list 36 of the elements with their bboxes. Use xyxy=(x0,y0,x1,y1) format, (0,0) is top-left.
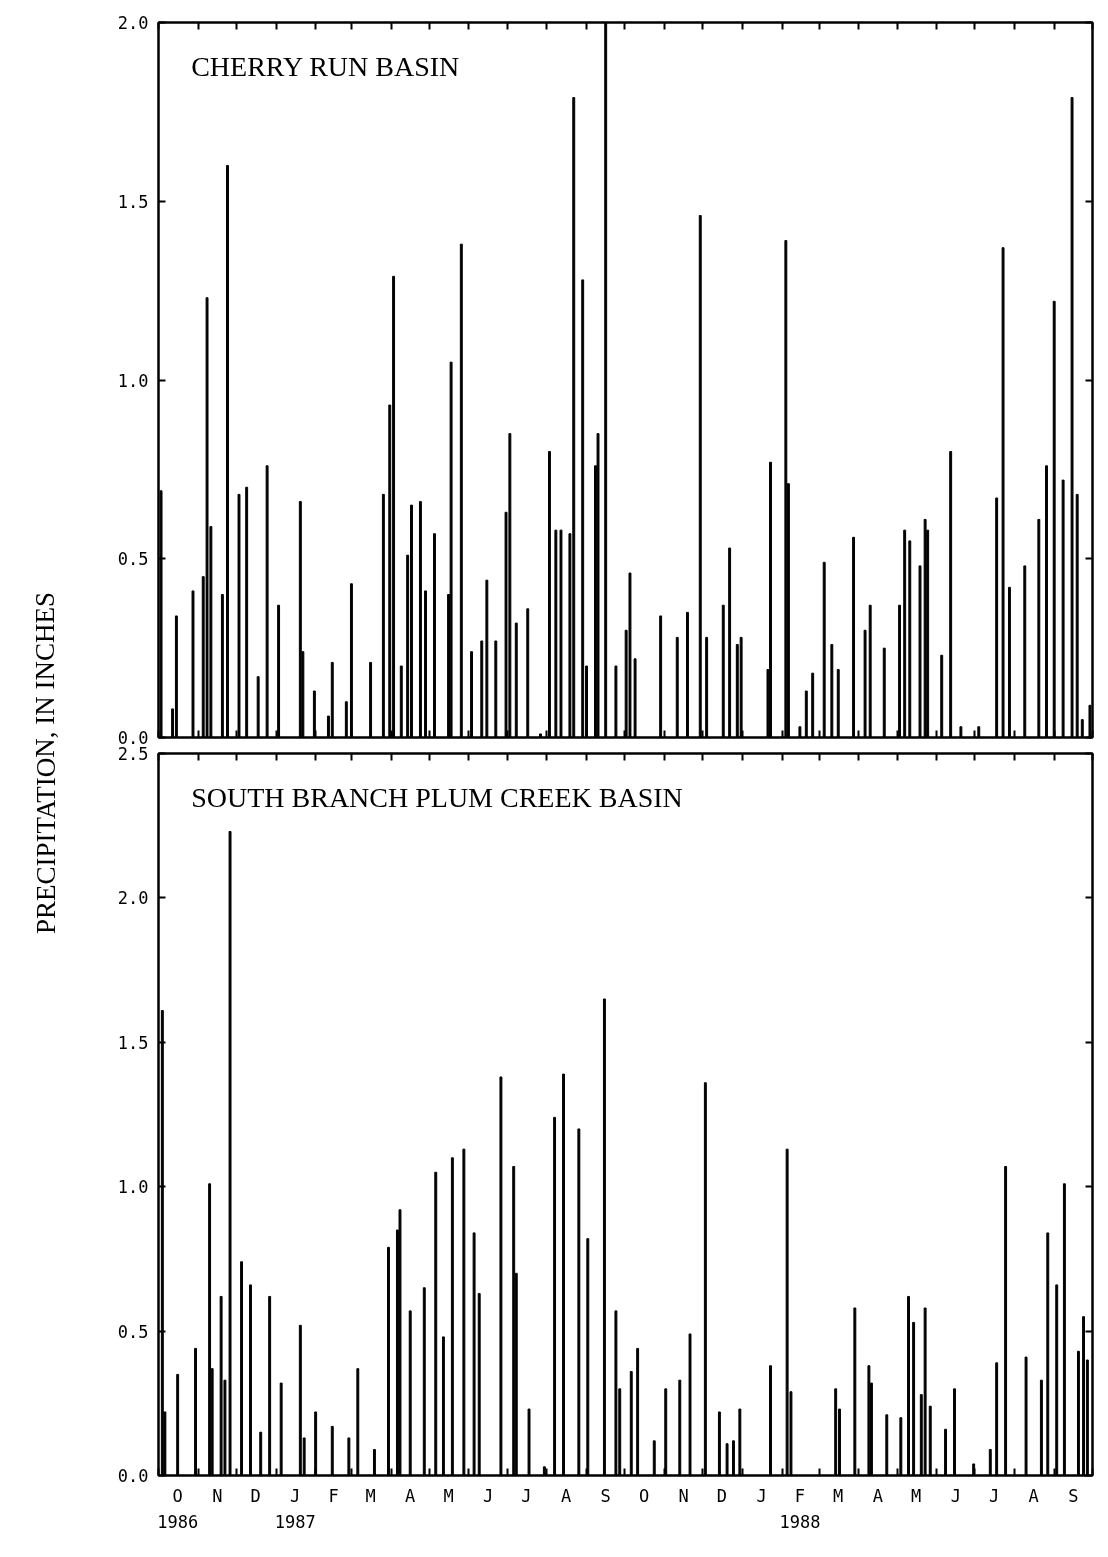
x-tick-label: J 1987 xyxy=(274,1485,316,1532)
x-tick-label: J xyxy=(989,1485,1000,1506)
y-tick-label: 1.0 xyxy=(117,370,149,391)
y-tick-label: 1.5 xyxy=(117,191,149,212)
text: CHERRY RUN BASIN xyxy=(191,51,460,83)
y-tick-label: 2.0 xyxy=(117,13,149,33)
x-tick-label: F xyxy=(328,1485,339,1506)
y-tick-label: 2.0 xyxy=(117,888,149,909)
x-tick-label: A xyxy=(560,1485,572,1506)
x-tick-label: J xyxy=(483,1485,494,1506)
x-tick-label: M xyxy=(443,1485,454,1506)
x-tick-label: S xyxy=(1068,1485,1079,1506)
x-tick-label: M xyxy=(833,1485,844,1506)
x-tick-label: A xyxy=(1028,1485,1039,1506)
text: SOUTH BRANCH PLUM CREEK BASIN xyxy=(191,782,683,814)
y-tick-label: 0.0 xyxy=(117,1466,149,1486)
y-axis-title: PRECIPITATION, IN INCHES xyxy=(30,591,61,935)
x-tick-label: F 1988 xyxy=(779,1485,821,1532)
x-tick-label: J xyxy=(756,1485,767,1506)
x-tick-label: N xyxy=(678,1485,689,1506)
x-tick-label: D xyxy=(250,1485,261,1506)
x-tick-label: D xyxy=(716,1485,728,1506)
y-tick-label: 1.0 xyxy=(117,1177,149,1198)
x-tick-label: S xyxy=(600,1485,611,1506)
x-tick-label: O 1986 xyxy=(157,1485,199,1532)
x-tick-label: O xyxy=(638,1485,650,1506)
y-tick-label: 0.5 xyxy=(117,549,149,570)
x-tick-label: J xyxy=(521,1485,532,1506)
x-tick-label: A xyxy=(872,1485,883,1506)
x-tick-label: M xyxy=(911,1485,922,1506)
y-tick-label: 0.5 xyxy=(117,1321,149,1342)
y-tick-label: 1.5 xyxy=(117,1032,149,1053)
x-tick-label: A xyxy=(405,1485,416,1506)
x-tick-label: N xyxy=(212,1485,223,1506)
x-tick-label: M xyxy=(365,1485,376,1506)
x-tick-label: J xyxy=(950,1485,961,1506)
